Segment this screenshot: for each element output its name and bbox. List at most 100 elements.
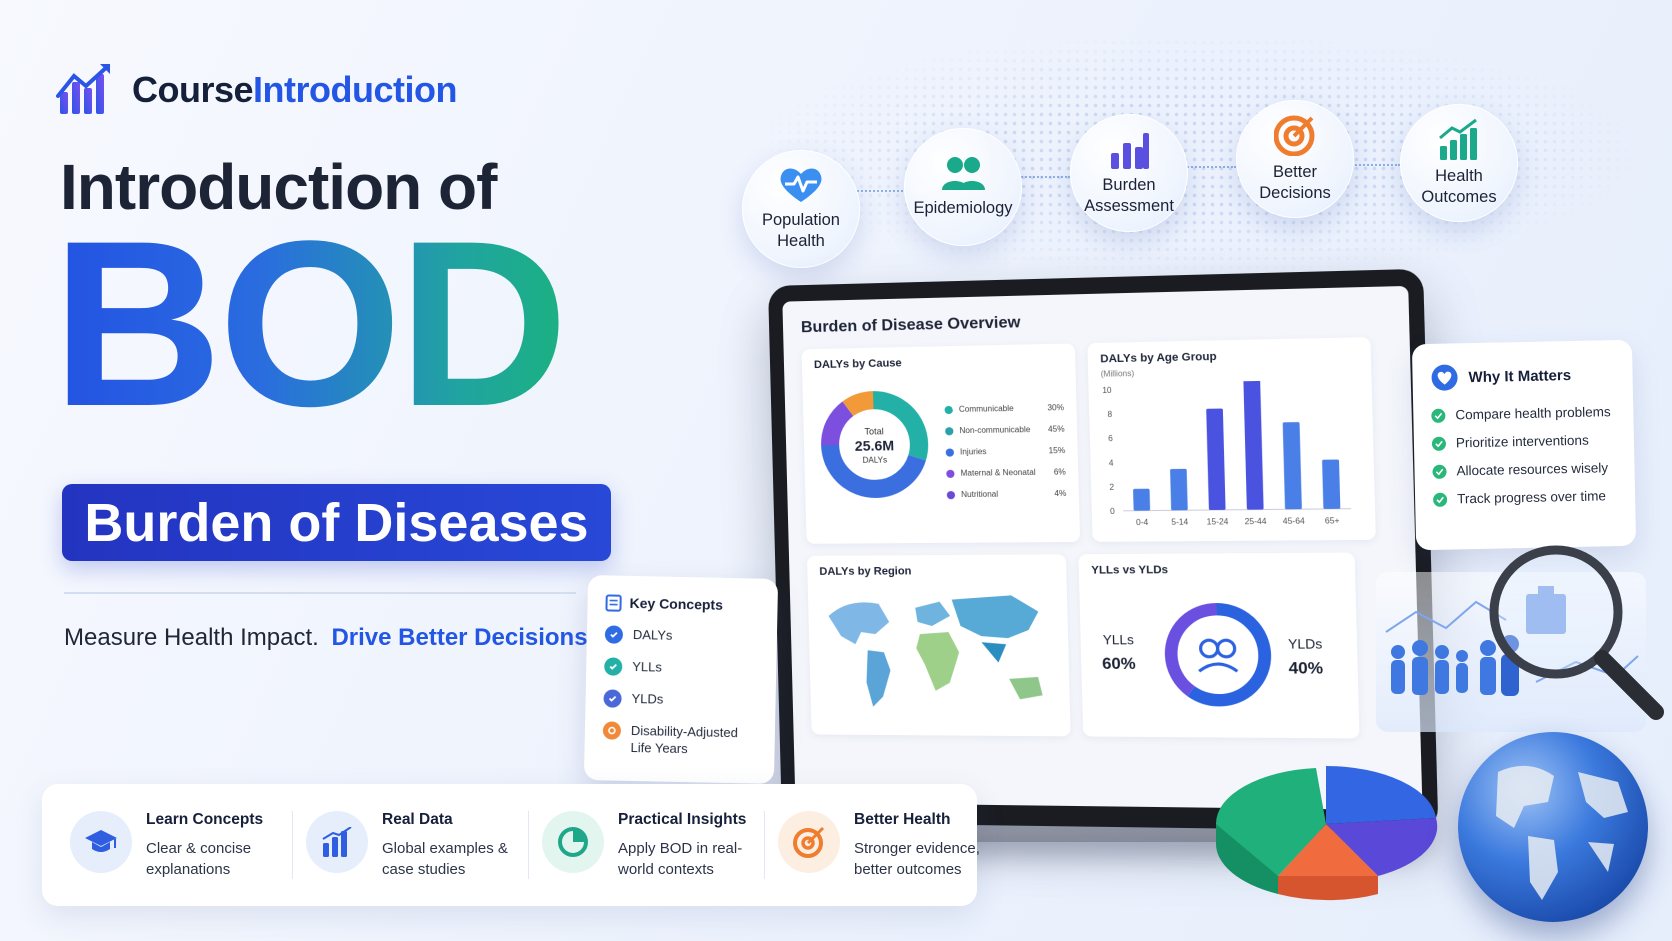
bar (1243, 379, 1263, 510)
bar (1283, 422, 1302, 509)
panel-ylls-vs-ylds: YLLs vs YLDs YLLs 60% YLDs 40% (1078, 553, 1359, 739)
dashboard-screen: Burden of Disease Overview DALYs by Caus… (782, 286, 1422, 810)
panel-title: DALYs by Age Group (1100, 348, 1358, 366)
x-tick-label: 5-14 (1171, 517, 1189, 526)
pie-chart-3d-icon (1208, 764, 1444, 914)
topic-population-health: Population Health (742, 150, 860, 268)
why-item: Compare health problems (1431, 404, 1615, 423)
x-tick-label: 25-44 (1245, 517, 1268, 527)
x-axis (1123, 509, 1351, 511)
region-map (818, 585, 1058, 728)
topic-health-outcomes: Health Outcomes (1400, 104, 1518, 222)
feature-real-data: Real Data Global examples & case studies (296, 811, 532, 880)
graduation-cap-icon (70, 811, 132, 873)
feature-desc: Global examples & case studies (382, 838, 522, 880)
cause-legend: Communicable 30% Non-communicable 45% Inju… (944, 403, 1066, 511)
check-icon (1431, 408, 1445, 422)
y-tick-label: 0 (1110, 507, 1115, 516)
legend-item: Non-communicable 45% (945, 424, 1065, 435)
x-tick-label: 15-24 (1207, 517, 1230, 527)
bar (1322, 460, 1340, 509)
features-bar: Learn Concepts Clear & concise explanati… (42, 784, 977, 906)
why-title: Why It Matters (1430, 360, 1615, 392)
feature-practical-insights: Practical Insights Apply BOD in real-wor… (532, 811, 768, 880)
legend-item: Communicable 30% (944, 403, 1064, 414)
magnifier-icon (1484, 540, 1670, 726)
concept-item: Disability-Adjusted Life Years (602, 721, 757, 758)
trend-up-icon (1438, 118, 1480, 160)
legend-item: Injuries 15% (946, 446, 1066, 457)
bar (1170, 469, 1188, 511)
concept-item: YLLs (604, 657, 758, 678)
laptop: Burden of Disease Overview DALYs by Caus… (768, 269, 1438, 832)
x-tick-label: 45-64 (1283, 516, 1306, 526)
feature-title: Practical Insights (618, 811, 758, 829)
tagline: Measure Health Impact. Drive Better Deci… (64, 624, 594, 652)
clipboard-icon (605, 593, 621, 611)
feature-title: Learn Concepts (146, 811, 286, 829)
donut-center-value: 25.6M (855, 437, 895, 454)
panel-title: DALYs by Cause (814, 354, 1063, 371)
feature-title: Better Health (854, 811, 994, 829)
concept-item: DALYs (605, 625, 759, 646)
bar-chart-icon (306, 811, 368, 873)
topic-burden-assessment: Burden Assessment (1070, 114, 1188, 232)
check-icon (1433, 492, 1447, 506)
panel-dalys-by-region: DALYs by Region (807, 554, 1071, 736)
check-icon (604, 657, 622, 675)
bar-chart-icon (1109, 129, 1149, 169)
topic-label: Better Decisions (1236, 162, 1354, 204)
donut-center-label: Total (864, 426, 883, 436)
x-tick-label: 0-4 (1136, 518, 1149, 527)
ylls-stat: YLLs 60% (1101, 632, 1136, 674)
topic-label: Health Outcomes (1400, 166, 1518, 208)
key-concepts-card: Key Concepts DALYs YLLs YLDs Disability-… (584, 575, 778, 784)
dashboard-title: Burden of Disease Overview (801, 305, 1390, 337)
target-icon (1274, 114, 1316, 156)
x-tick-label: 65+ (1325, 516, 1340, 526)
pie-chart-icon (542, 811, 604, 873)
feature-learn-concepts: Learn Concepts Clear & concise explanati… (60, 811, 296, 880)
check-icon (603, 689, 621, 707)
why-item: Allocate resources wisely (1432, 460, 1616, 479)
age-bar-chart: 10 8 6 4 2 0 0-4 5-14 15-24 25-44 45-64 65+ (1097, 379, 1363, 538)
tagline-part2: Drive Better Decisions. (331, 624, 594, 651)
key-concepts-title: Key Concepts (605, 593, 759, 614)
legend-item: Maternal & Neonatal 6% (946, 467, 1066, 478)
clock-icon (603, 721, 621, 739)
panel-title: YLLs vs YLDs (1091, 563, 1342, 577)
subtitle-banner: Burden of Diseases (62, 484, 611, 561)
brand: CourseIntroduction (56, 62, 457, 118)
topic-label: Burden Assessment (1070, 175, 1188, 217)
brand-name-part1: Course (132, 69, 253, 110)
donut-center-unit: DALYs (862, 455, 887, 464)
feature-desc: Apply BOD in real-world contexts (618, 838, 758, 880)
globe-icon (1458, 732, 1648, 922)
panel-dalys-by-age: DALYs by Age Group (Millions) 10 8 6 4 2 0 0-4… (1087, 337, 1376, 542)
bar (1206, 409, 1225, 510)
people-icon (940, 156, 986, 192)
panel-unit: (Millions) (1101, 364, 1359, 378)
target-icon (778, 811, 840, 873)
why-it-matters-card: Why It Matters Compare health problems P… (1412, 340, 1636, 551)
tagline-part1: Measure Health Impact. (64, 624, 319, 651)
check-icon (1432, 436, 1446, 450)
ylls-ylds-ring (1157, 597, 1279, 713)
y-tick-label: 10 (1102, 386, 1112, 395)
topic-epidemiology: Epidemiology (904, 128, 1022, 246)
acronym-title: BOD (52, 206, 564, 442)
legend-item: Nutritional 4% (947, 489, 1067, 499)
panel-dalys-by-cause: DALYs by Cause Total 25.6M DALYs Communi… (802, 343, 1081, 543)
y-tick-label: 2 (1109, 483, 1114, 492)
topic-label: Population Health (742, 210, 860, 252)
ylds-stat: YLDs 40% (1288, 636, 1324, 679)
feature-desc: Stronger evidence, better outcomes (854, 838, 994, 880)
divider (64, 592, 576, 594)
why-item: Track progress over time (1433, 488, 1617, 507)
bar (1133, 489, 1150, 511)
brand-logo-icon (56, 62, 112, 118)
panel-title: DALYs by Region (819, 565, 1054, 578)
topic-label: Epidemiology (913, 198, 1012, 219)
y-tick-label: 6 (1108, 434, 1113, 443)
feature-better-health: Better Health Stronger evidence, better … (768, 811, 1004, 880)
